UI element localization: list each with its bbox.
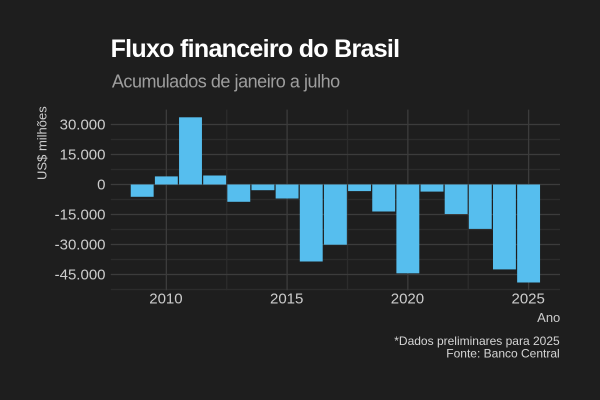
svg-text:*Dados preliminares para 2025: *Dados preliminares para 2025 — [394, 334, 560, 348]
svg-text:Fluxo financeiro do Brasil: Fluxo financeiro do Brasil — [111, 35, 400, 63]
svg-text:2025: 2025 — [512, 291, 545, 308]
svg-text:-15.000: -15.000 — [55, 206, 106, 223]
svg-text:-30.000: -30.000 — [55, 236, 106, 253]
svg-text:2020: 2020 — [391, 291, 424, 308]
svg-text:15.000: 15.000 — [60, 146, 106, 163]
svg-text:2010: 2010 — [149, 291, 182, 308]
svg-text:30.000: 30.000 — [60, 116, 106, 133]
svg-text:0: 0 — [97, 176, 105, 193]
svg-text:Fonte: Banco Central: Fonte: Banco Central — [446, 346, 559, 360]
svg-text:-45.000: -45.000 — [55, 266, 106, 283]
svg-text:2015: 2015 — [270, 291, 303, 308]
svg-text:Acumulados de janeiro a julho: Acumulados de janeiro a julho — [112, 72, 340, 92]
svg-text:Ano: Ano — [537, 310, 560, 325]
svg-text:US$ milhões: US$ milhões — [35, 106, 50, 180]
